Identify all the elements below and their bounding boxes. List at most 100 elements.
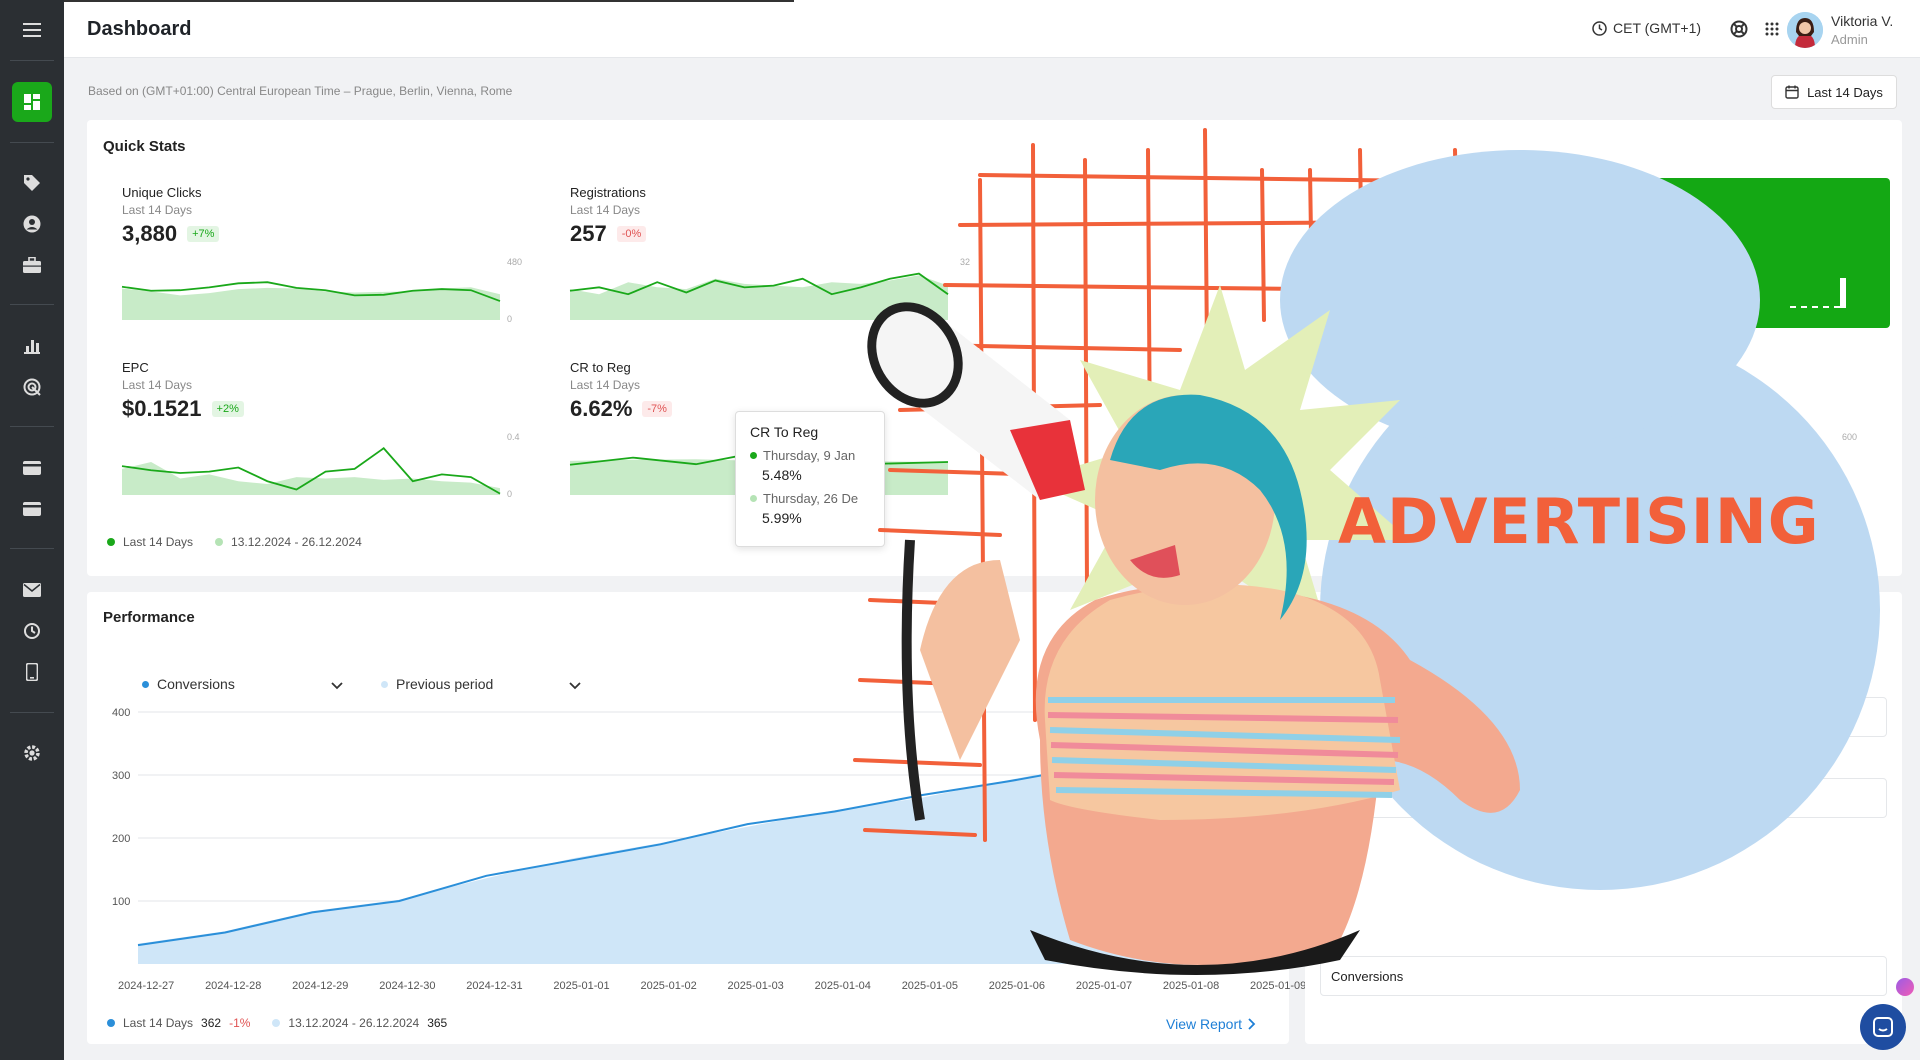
clock-icon <box>1592 20 1607 36</box>
bar-chart-icon[interactable] <box>12 326 52 366</box>
compare-select-label: Previous period <box>396 676 494 692</box>
briefcase-icon[interactable] <box>12 245 52 285</box>
quick-stats-title: Quick Stats <box>103 138 186 155</box>
x-tick-label: 2025-01-01 <box>553 980 609 992</box>
loading-bar <box>64 0 794 2</box>
user-name[interactable]: Viktoria V. <box>1831 13 1894 29</box>
mail-icon[interactable] <box>12 570 52 610</box>
stat-label: Unique Clicks <box>122 185 202 200</box>
user-role: Admin <box>1831 32 1868 47</box>
stat-sub: Last 14 Days <box>122 203 193 217</box>
tooltip-value: 5.99% <box>762 510 802 526</box>
stat-sub: Last 14 Days <box>570 203 641 217</box>
previous-period-area <box>138 734 1270 964</box>
side-select-label: Conversions <box>1331 969 1404 984</box>
blue-blob <box>1280 150 1760 450</box>
menu-icon[interactable] <box>12 10 52 50</box>
sidebar-divider <box>10 60 54 61</box>
metric-select[interactable]: Conversions <box>142 676 235 692</box>
chevron-down-icon[interactable] <box>569 682 581 690</box>
footer-current-change: -1% <box>229 1016 251 1030</box>
mobile-icon[interactable] <box>12 652 52 692</box>
footer-dot-previous <box>272 1019 281 1027</box>
y-tick-label: 200 <box>112 833 130 845</box>
stat-unique-clicks: Unique Clicks Last 14 Days 3,880 +7% <box>122 185 220 247</box>
x-tick-label: 2025-01-07 <box>1076 980 1132 992</box>
stat-registrations: Registrations Last 14 Days 257 -0% <box>570 185 647 247</box>
x-tick-label: 2024-12-29 <box>292 980 348 992</box>
card-icon[interactable] <box>12 489 52 529</box>
quick-stats-legend: Last 14 Days 13.12.2024 - 26.12.2024 <box>107 535 362 549</box>
date-range-button[interactable]: Last 14 Days <box>1771 75 1897 109</box>
tag-icon[interactable] <box>12 163 52 203</box>
support-icon[interactable] <box>1728 18 1750 40</box>
x-tick-label: 2024-12-27 <box>118 980 174 992</box>
sparkline-current-line <box>569 272 949 296</box>
legend-dot-current <box>107 538 115 546</box>
avatar[interactable] <box>1787 12 1823 48</box>
sidebar-divider <box>10 304 54 305</box>
change-badge: -7% <box>642 401 672 417</box>
legend-dot-previous <box>215 538 224 546</box>
advertising-headline: ADVERTISING <box>1338 485 1820 558</box>
chart-tooltip: CR To Reg Thursday, 9 Jan 5.48% Thursday… <box>735 411 885 547</box>
stat-sub: Last 14 Days <box>570 378 641 392</box>
tooltip-row-previous: Thursday, 26 De <box>750 491 870 506</box>
sidebar-divider <box>10 426 54 427</box>
sparkline-previous-area <box>122 462 500 495</box>
brain-icon[interactable] <box>1896 978 1914 996</box>
history-icon[interactable] <box>12 611 52 651</box>
metric-select-label: Conversions <box>157 676 235 692</box>
compare-select[interactable]: Previous period <box>381 676 493 692</box>
credit-card-icon[interactable] <box>12 448 52 488</box>
sidebar-divider <box>10 142 54 143</box>
target-icon[interactable] <box>12 367 52 407</box>
view-report-link[interactable]: View Report <box>1166 1016 1256 1032</box>
gear-icon[interactable] <box>12 733 52 773</box>
dashboard-icon[interactable] <box>12 82 52 122</box>
change-badge: +2% <box>211 401 244 417</box>
x-tick-label: 2025-01-04 <box>815 980 871 992</box>
tooltip-row-current: Thursday, 9 Jan <box>750 448 870 463</box>
tooltip-value: 5.48% <box>762 467 802 483</box>
footer-dot-current <box>107 1019 115 1027</box>
axis-label: 600 <box>1842 432 1858 442</box>
metric-dot <box>142 680 149 688</box>
chat-icon <box>1873 1017 1893 1037</box>
sparkline-previous-area <box>122 287 500 320</box>
y-tick-label: 400 <box>112 707 130 719</box>
x-tick-label: 2024-12-30 <box>379 980 435 992</box>
stat-sub: Last 14 Days <box>122 378 193 392</box>
change-badge: -0% <box>616 226 647 242</box>
legend-previous: 13.12.2024 - 26.12.2024 <box>231 535 362 549</box>
sidebar <box>0 0 64 1060</box>
stat-cr-to-reg: CR to Reg Last 14 Days 6.62% -7% <box>570 360 672 422</box>
sidebar-divider <box>10 548 54 549</box>
footer-current-label: Last 14 Days <box>123 1016 194 1030</box>
x-tick-label: 2025-01-09 <box>1250 980 1306 992</box>
sidebar-divider <box>10 712 54 713</box>
x-tick-label: 2025-01-06 <box>989 980 1045 992</box>
side-select[interactable]: Conversions <box>1320 956 1887 996</box>
chevron-down-icon[interactable] <box>331 682 343 690</box>
apps-grid-icon[interactable] <box>1761 18 1783 40</box>
user-icon[interactable] <box>12 204 52 244</box>
compare-dot <box>381 680 388 688</box>
chat-button[interactable] <box>1860 1004 1906 1050</box>
chevron-right-icon <box>1248 1018 1256 1030</box>
timezone-selector[interactable]: CET (GMT+1) <box>1592 20 1701 36</box>
tooltip-date: Thursday, 9 Jan <box>763 448 856 463</box>
performance-footer: Last 14 Days 362 -1% 13.12.2024 - 26.12.… <box>107 1016 447 1030</box>
axis-max-label: 0.4 <box>507 432 520 442</box>
calendar-icon <box>1785 85 1799 99</box>
page-title: Dashboard <box>87 18 192 40</box>
stat-epc: EPC Last 14 Days $0.1521 +2% <box>122 360 244 422</box>
y-tick-label: 100 <box>112 896 130 908</box>
tooltip-dot <box>750 452 757 459</box>
timezone-label: CET (GMT+1) <box>1613 20 1702 36</box>
axis-max-label: 32 <box>960 257 971 267</box>
stat-value: 257 <box>570 221 607 246</box>
x-tick-label: 2024-12-28 <box>205 980 261 992</box>
